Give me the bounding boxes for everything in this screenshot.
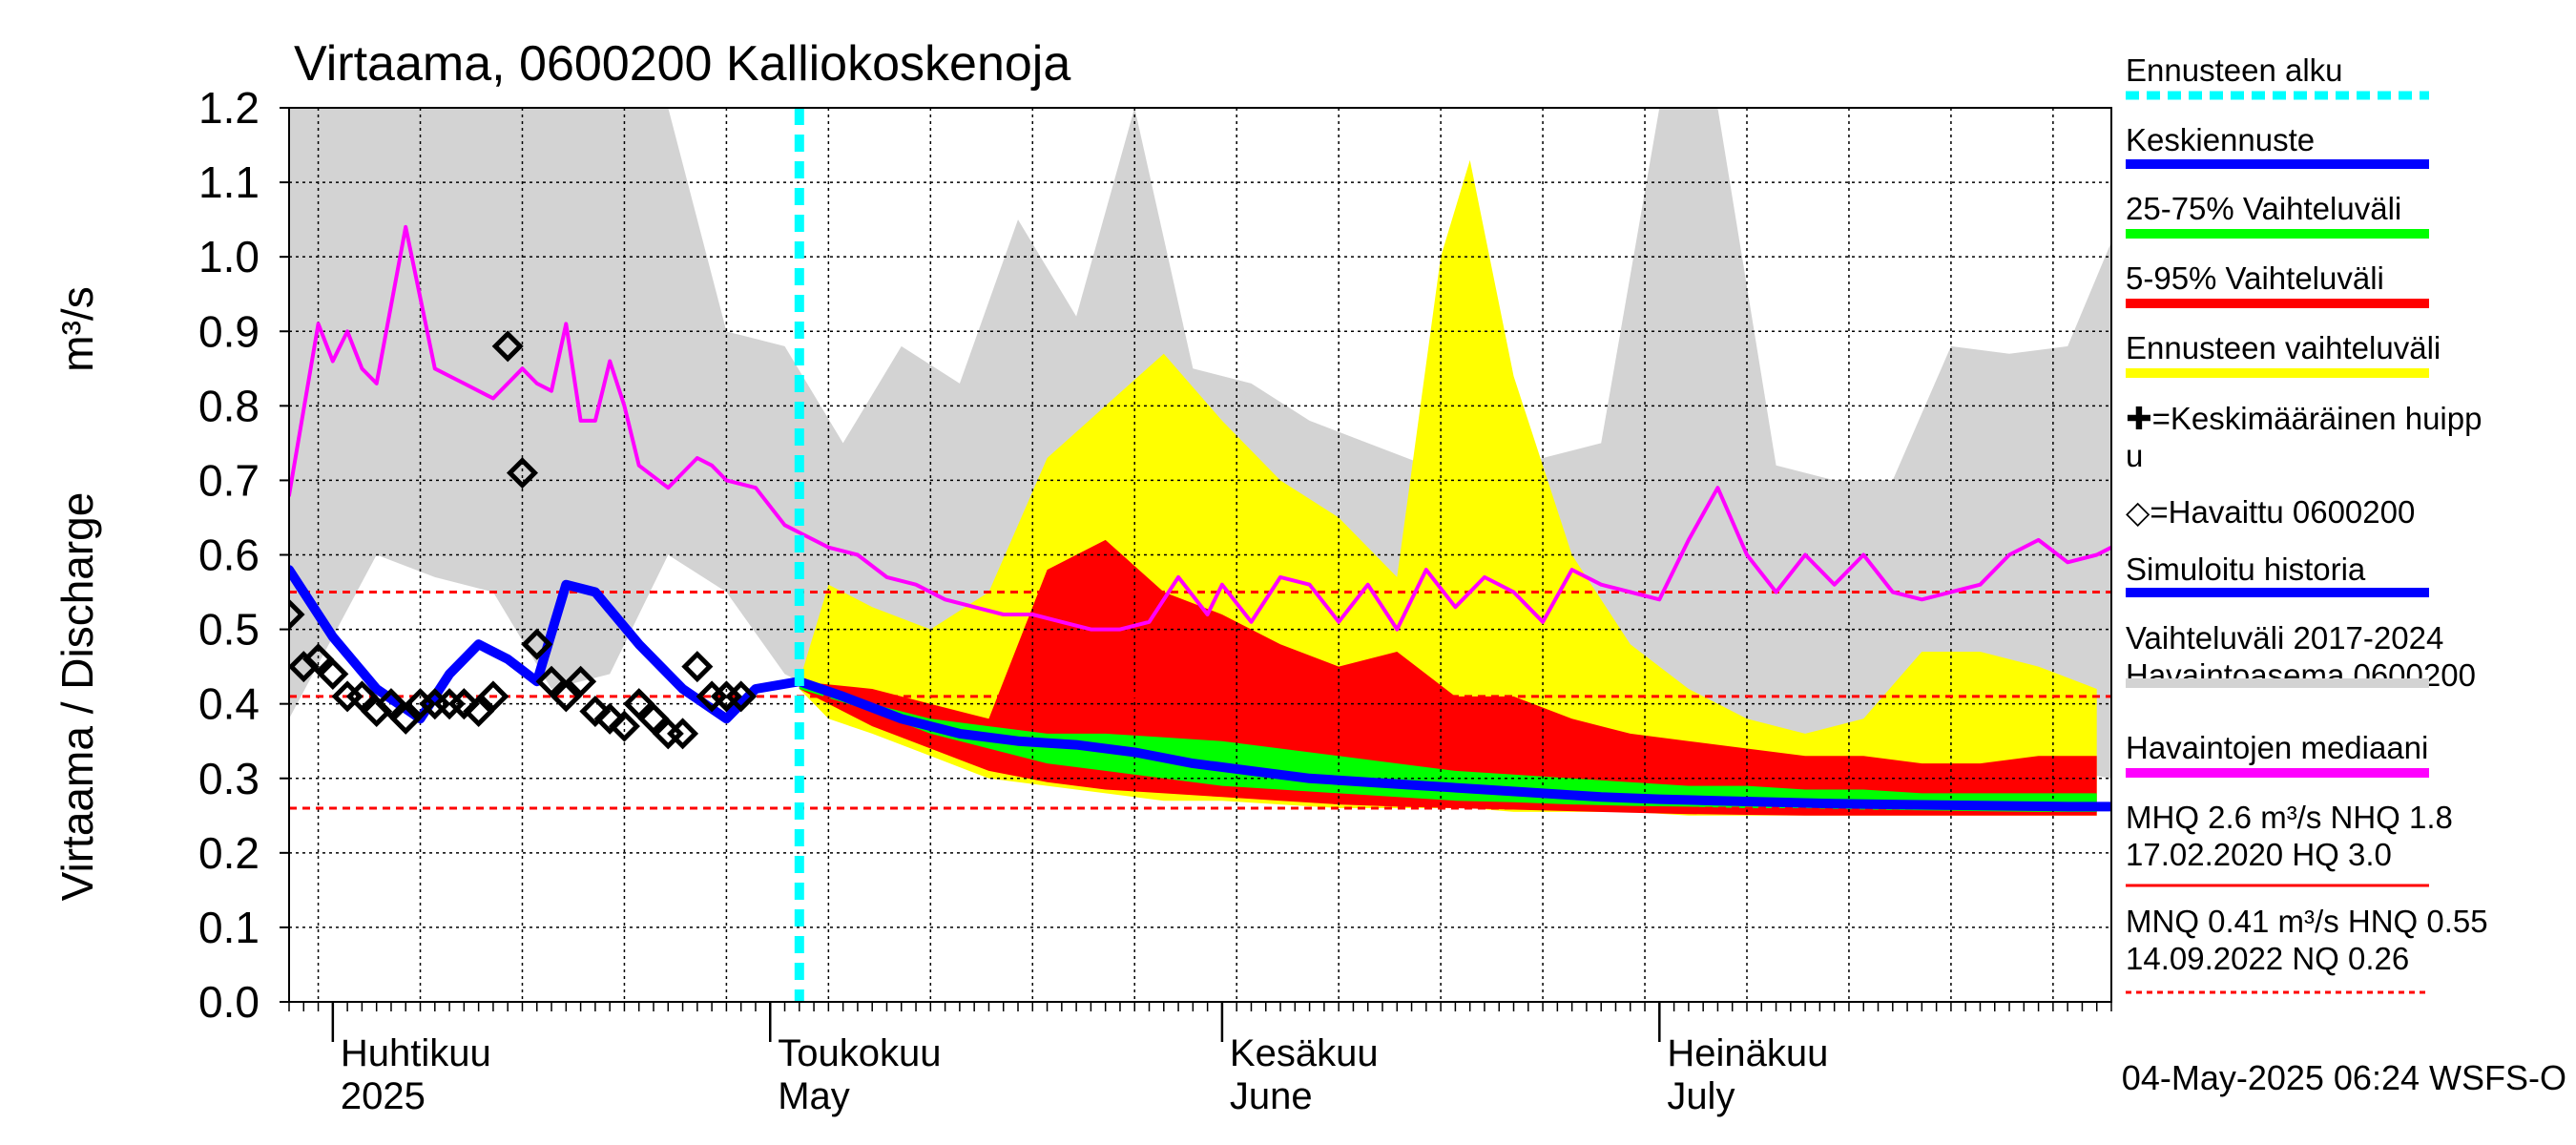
observed-marker [535, 665, 568, 697]
legend-label: MHQ 2.6 m³/s NHQ 1.8 [2126, 800, 2453, 835]
observed-marker [637, 702, 670, 735]
observed-marker [491, 330, 524, 363]
legend-label: MNQ 0.41 m³/s HNQ 0.55 [2126, 904, 2488, 939]
y-tick-label: 0.6 [198, 531, 260, 580]
x-month-label-en: May [778, 1075, 850, 1117]
y-axis-unit: m³/s [52, 286, 102, 371]
timestamp-footer: 04-May-2025 06:24 WSFS-O [2122, 1058, 2566, 1097]
observed-marker [477, 680, 509, 713]
y-axis-label: Virtaama / Discharge [52, 492, 102, 902]
observed-marker [389, 702, 422, 735]
x-month-label-fi: Huhtikuu [341, 1032, 491, 1074]
observed-marker [521, 628, 553, 660]
legend-label: Keskiennuste [2126, 122, 2315, 157]
legend-label: 25-75% Vaihteluväli [2126, 191, 2401, 226]
y-tick-label: 0.0 [198, 977, 260, 1027]
plot-area [289, 108, 2111, 1002]
legend-label: ◇=Havaittu 0600200 [2126, 494, 2415, 530]
observed-marker [623, 688, 655, 720]
observed-marker [550, 680, 582, 713]
observed-marker [565, 665, 597, 697]
x-month-label-en: June [1230, 1075, 1313, 1117]
observed-marker [579, 695, 612, 728]
x-month-label-en: 2025 [341, 1075, 426, 1117]
x-month-label-fi: Kesäkuu [1230, 1032, 1379, 1074]
observed-marker [302, 643, 335, 676]
legend-label: 17.02.2020 HQ 3.0 [2126, 837, 2392, 872]
legend-label: 5-95% Vaihteluväli [2126, 260, 2384, 296]
y-tick-label: 0.2 [198, 828, 260, 878]
observed-marker [345, 680, 378, 713]
y-tick-label: 0.5 [198, 605, 260, 655]
observed-marker [447, 688, 480, 720]
legend-label: Simuloitu historia [2126, 552, 2366, 587]
observed-marker [463, 695, 495, 728]
legend-label: u [2126, 438, 2143, 473]
legend-label: ✚=Keskimääräinen huipp [2126, 401, 2482, 436]
x-month-label-en: July [1667, 1075, 1735, 1117]
series-line-2 [794, 677, 2111, 812]
y-tick-label: 1.0 [198, 232, 260, 281]
observed-marker [593, 702, 626, 735]
observed-marker [608, 710, 640, 742]
y-tick-label: 0.1 [198, 903, 260, 952]
chart-title: Virtaama, 0600200 Kalliokoskenoja [294, 36, 1070, 92]
y-tick-label: 0.7 [198, 455, 260, 505]
legend-label: Ennusteen vaihteluväli [2126, 330, 2441, 365]
observed-marker [289, 598, 305, 631]
y-tick-label: 0.9 [198, 306, 260, 356]
observed-marker [506, 457, 539, 489]
x-month-label-fi: Heinäkuu [1667, 1032, 1828, 1074]
observed-marker [317, 657, 349, 690]
observed-marker [681, 651, 714, 683]
y-tick-label: 0.3 [198, 754, 260, 803]
legend-label: Vaihteluväli 2017-2024 [2126, 620, 2443, 656]
legend-label: Havaintojen mediaani [2126, 730, 2428, 765]
observed-marker [667, 718, 699, 750]
observed-marker [725, 680, 758, 713]
series-line-0 [289, 224, 2111, 632]
x-month-label-fi: Toukokuu [778, 1032, 941, 1074]
observed-marker [375, 688, 407, 720]
y-tick-label: 0.4 [198, 679, 260, 729]
legend-label: 14.09.2022 NQ 0.26 [2126, 941, 2409, 976]
y-tick-label: 1.2 [198, 83, 260, 133]
y-tick-label: 0.8 [198, 381, 260, 430]
y-tick-label: 1.1 [198, 157, 260, 207]
legend-label: Ennusteen alku [2126, 52, 2343, 88]
